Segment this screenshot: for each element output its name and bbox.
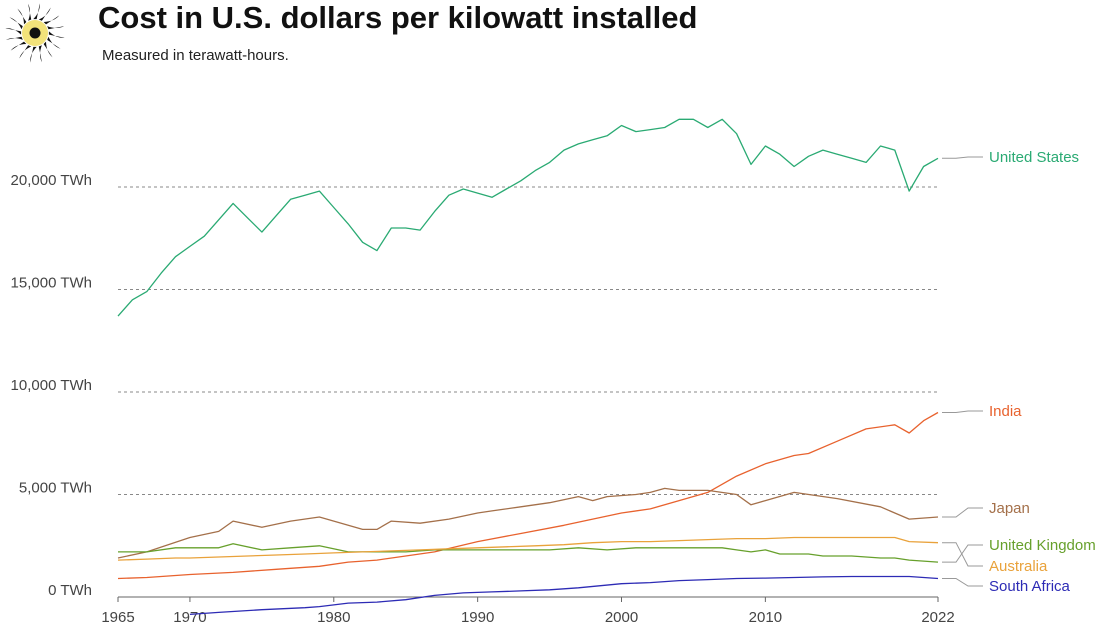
series-line-south-africa bbox=[189, 575, 939, 616]
series-line-australia bbox=[117, 536, 939, 561]
x-tick-label: 1990 bbox=[461, 609, 494, 624]
y-tick-label: 10,000 TWh bbox=[11, 377, 92, 394]
y-tick-label: 20,000 TWh bbox=[11, 172, 92, 189]
label-leader bbox=[942, 156, 983, 159]
series-label: United Kingdom bbox=[989, 537, 1096, 554]
x-tick-label: 2010 bbox=[749, 609, 782, 624]
sun-icon bbox=[5, 3, 65, 63]
series-label: India bbox=[989, 403, 1022, 420]
y-tick-label: 15,000 TWh bbox=[11, 275, 92, 292]
x-tick-label: 2022 bbox=[921, 609, 954, 624]
label-leader bbox=[942, 578, 983, 587]
series-line-united-kingdom bbox=[118, 543, 939, 563]
series-line-united-states bbox=[117, 118, 939, 317]
series-line-japan bbox=[117, 487, 939, 559]
x-tick-label: 1980 bbox=[317, 609, 350, 624]
x-tick-label: 1970 bbox=[173, 609, 206, 624]
chart-subtitle: Measured in terawatt-hours. bbox=[102, 47, 289, 64]
chart-title: Cost in U.S. dollars per kilowatt instal… bbox=[98, 0, 698, 35]
series-label: Japan bbox=[989, 500, 1030, 517]
label-leader bbox=[942, 410, 983, 413]
label-leader bbox=[942, 507, 983, 518]
label-leader bbox=[942, 542, 983, 567]
series-label: South Africa bbox=[989, 578, 1071, 595]
series-line-india bbox=[117, 411, 939, 580]
label-leader bbox=[942, 544, 983, 563]
series-label: United States bbox=[989, 149, 1079, 166]
series-label: Australia bbox=[989, 558, 1048, 575]
x-tick-label: 2000 bbox=[605, 609, 638, 624]
x-tick-label: 1965 bbox=[101, 609, 134, 624]
y-tick-label: 5,000 TWh bbox=[19, 480, 92, 497]
y-tick-label: 0 TWh bbox=[48, 582, 92, 599]
